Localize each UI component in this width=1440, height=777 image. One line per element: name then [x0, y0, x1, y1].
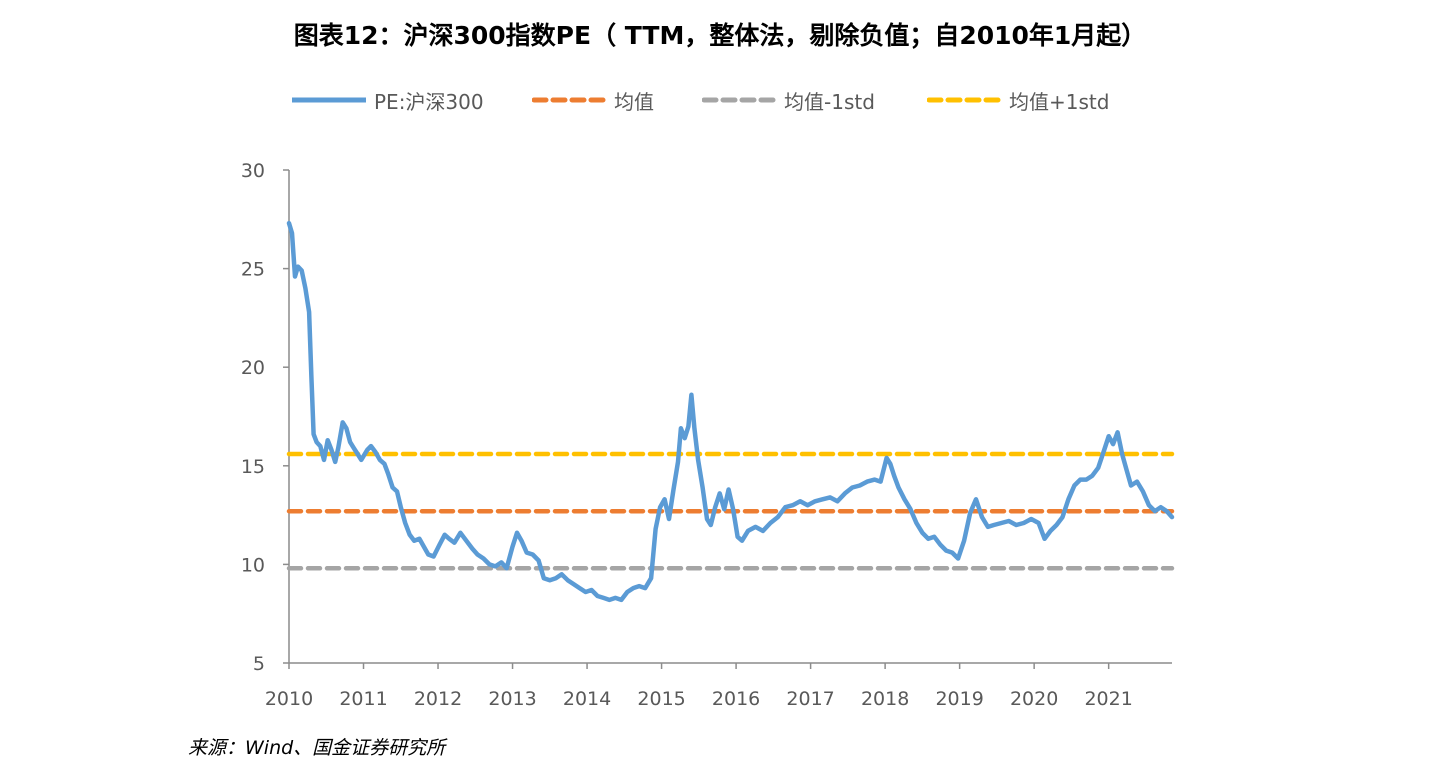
x-tick-label: 2012 [414, 688, 462, 710]
y-tick-label: 20 [241, 357, 265, 379]
x-tick-label: 2017 [786, 688, 834, 710]
x-tick-label: 2013 [488, 688, 536, 710]
x-tick-label: 2019 [935, 688, 983, 710]
chart-legend: PE:沪深300 均值 均值-1std 均值+1std [0, 84, 1440, 116]
legend-label-mean-plus-std: 均值+1std [1009, 89, 1110, 114]
x-tick-label: 2014 [563, 688, 611, 710]
y-tick-label: 10 [241, 554, 265, 576]
pe-line-chart: 5 10 15 20 25 30 2010 2011 2012 2013 2014 2015 2016 2… [241, 160, 1175, 710]
legend-swatch-mean-minus-std [702, 97, 776, 103]
y-tick-label: 25 [241, 259, 265, 281]
y-tick-label: 15 [241, 456, 265, 478]
series-line-0 [286, 220, 1175, 603]
chart-title: 图表12：沪深300指数PE（ TTM，整体法，剔除负值；自2010年1月起） [293, 21, 1147, 50]
legend-label-mean-minus-std: 均值-1std [784, 89, 875, 114]
x-tick-label: 2020 [1010, 688, 1058, 710]
legend-label-pe: PE:沪深300 [374, 89, 484, 114]
x-tick-label: 2015 [637, 688, 685, 710]
y-tick-label: 5 [253, 653, 265, 675]
x-tick-label: 2016 [712, 688, 760, 710]
legend-item-mean-plus-std: 均值+1std [927, 84, 1109, 116]
y-tick-label: 30 [241, 160, 265, 182]
legend-label-mean: 均值 [614, 89, 654, 114]
x-tick-label: 2010 [265, 688, 313, 710]
legend-item-pe: PE:沪深300 [292, 84, 484, 116]
legend-item-mean: 均值 [532, 84, 654, 116]
legend-swatch-pe [292, 97, 366, 103]
legend-swatch-mean [532, 97, 606, 103]
source-note: 来源：Wind、国金证券研究所 [188, 737, 446, 759]
legend-item-mean-minus-std: 均值-1std [702, 84, 875, 116]
x-tick-label: 2018 [861, 688, 909, 710]
x-tick-label: 2011 [339, 688, 387, 710]
legend-swatch-mean-plus-std [927, 97, 1001, 103]
x-tick-label: 2021 [1084, 688, 1132, 710]
